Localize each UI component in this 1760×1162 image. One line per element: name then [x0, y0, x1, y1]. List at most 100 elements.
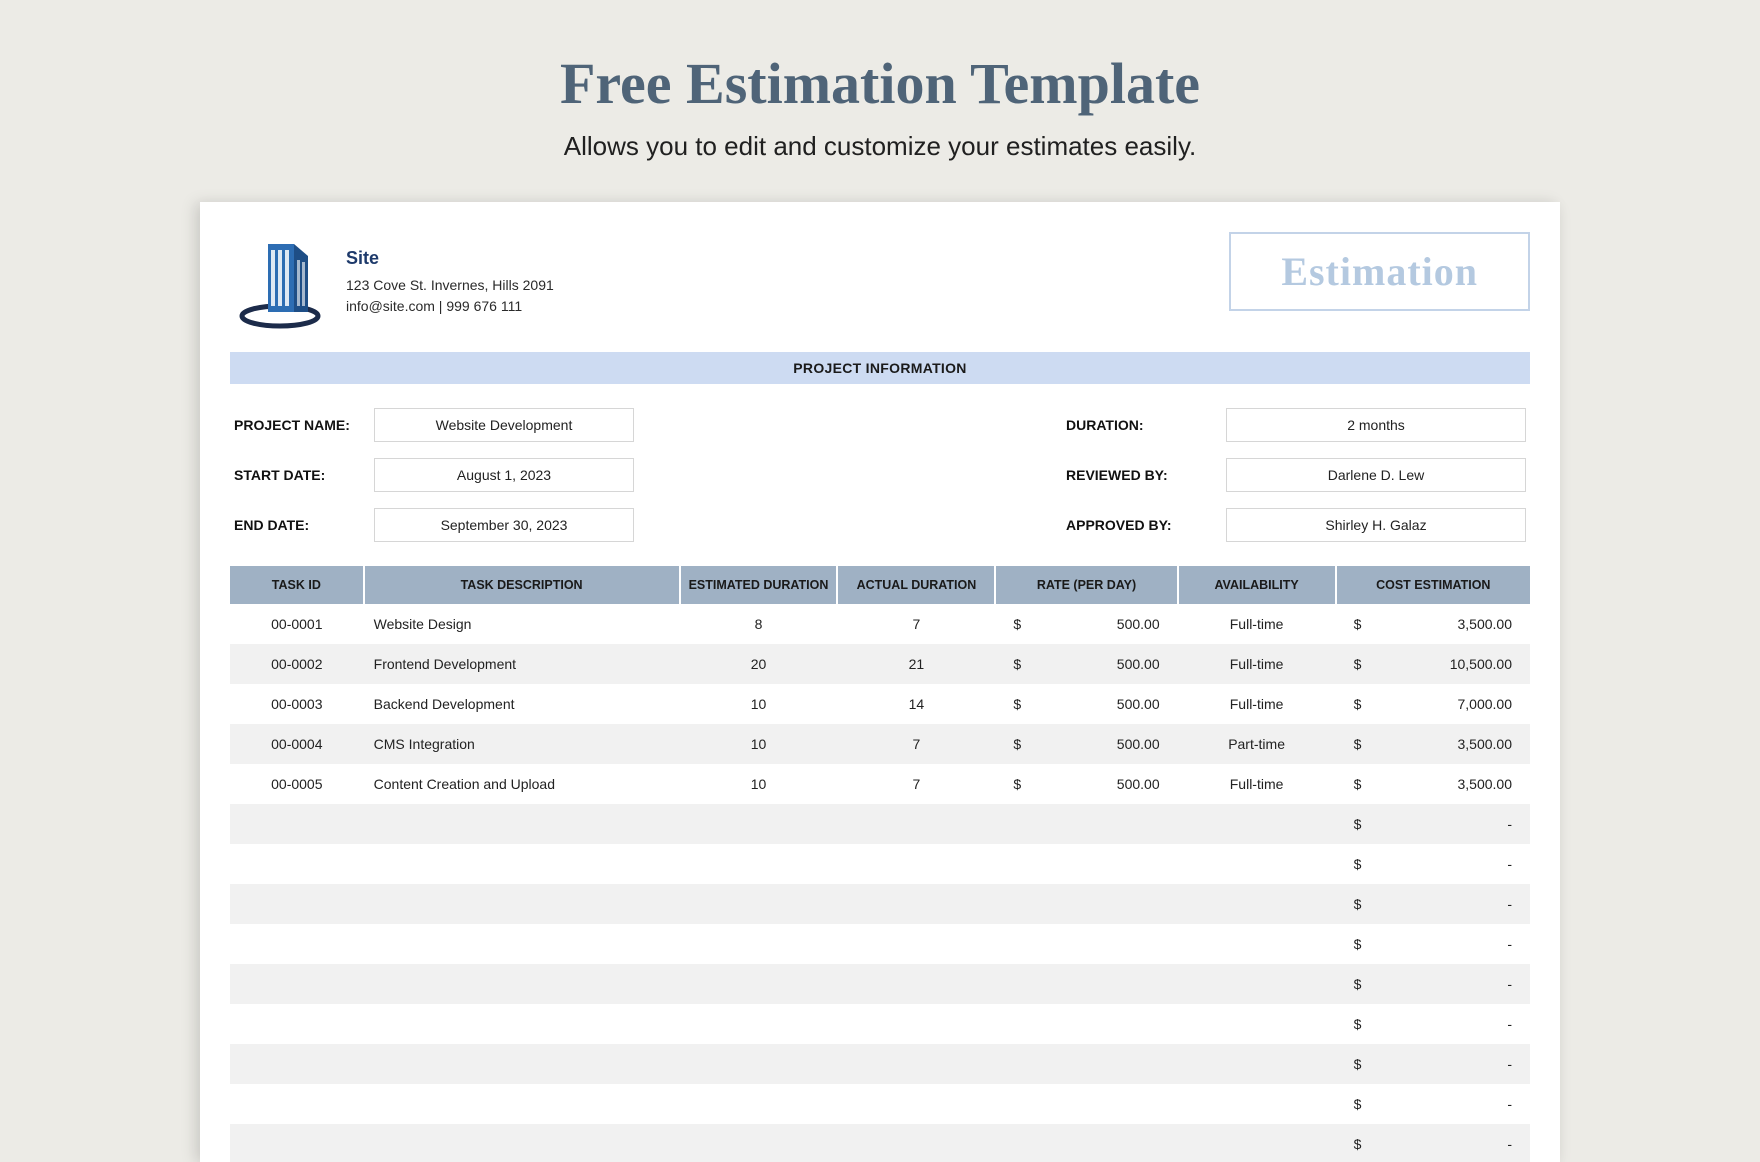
cell-empty: [680, 1044, 838, 1084]
cell-cost: $7,000.00: [1336, 684, 1530, 724]
cell-act-duration: 7: [837, 724, 995, 764]
cell-availability: Part-time: [1178, 724, 1336, 764]
tasks-table-head: TASK ID TASK DESCRIPTION ESTIMATED DURAT…: [230, 566, 1530, 604]
cell-empty: [680, 804, 838, 844]
cell-empty: [230, 884, 364, 924]
label-start-date: START DATE:: [234, 467, 374, 483]
cell-est-duration: 10: [680, 684, 838, 724]
cell-task-id: 00-0001: [230, 604, 364, 644]
cell-empty: [1178, 1044, 1336, 1084]
table-row: 00-0002Frontend Development2021$500.00Fu…: [230, 644, 1530, 684]
cell-empty: [995, 804, 1177, 844]
table-row: $-: [230, 964, 1530, 1004]
cell-task-id: 00-0005: [230, 764, 364, 804]
company-block: Site 123 Cove St. Invernes, Hills 2091 i…: [230, 232, 554, 332]
field-approved-by[interactable]: Shirley H. Galaz: [1226, 508, 1526, 542]
cell-task-desc: Frontend Development: [364, 644, 680, 684]
field-project-name[interactable]: Website Development: [374, 408, 634, 442]
cell-empty: [680, 1124, 838, 1162]
cell-task-desc: Content Creation and Upload: [364, 764, 680, 804]
cell-empty: [364, 1084, 680, 1124]
cell-est-duration: 10: [680, 764, 838, 804]
field-start-date[interactable]: August 1, 2023: [374, 458, 634, 492]
field-duration[interactable]: 2 months: [1226, 408, 1526, 442]
table-row: 00-0004CMS Integration107$500.00Part-tim…: [230, 724, 1530, 764]
label-end-date: END DATE:: [234, 517, 374, 533]
tasks-table: TASK ID TASK DESCRIPTION ESTIMATED DURAT…: [230, 566, 1530, 1162]
cell-rate: $500.00: [995, 764, 1177, 804]
cell-rate: $500.00: [995, 604, 1177, 644]
company-address: 123 Cove St. Invernes, Hills 2091: [346, 275, 554, 296]
table-row: $-: [230, 1084, 1530, 1124]
cell-empty: [995, 884, 1177, 924]
cell-empty: [995, 1084, 1177, 1124]
cell-empty: [364, 884, 680, 924]
cell-est-duration: 20: [680, 644, 838, 684]
cell-empty: [364, 1044, 680, 1084]
cell-empty: [680, 924, 838, 964]
cell-rate: $500.00: [995, 644, 1177, 684]
cell-rate: $500.00: [995, 684, 1177, 724]
cell-empty: $-: [1336, 1004, 1530, 1044]
col-availability: AVAILABILITY: [1178, 566, 1336, 604]
cell-empty: $-: [1336, 844, 1530, 884]
table-row: 00-0001Website Design87$500.00Full-time$…: [230, 604, 1530, 644]
cell-empty: [837, 924, 995, 964]
cell-task-id: 00-0002: [230, 644, 364, 684]
cell-empty: [230, 924, 364, 964]
cell-empty: [995, 964, 1177, 1004]
cell-empty: [995, 1124, 1177, 1162]
cell-empty: [1178, 884, 1336, 924]
project-info-bar: PROJECT INFORMATION: [230, 352, 1530, 384]
cell-empty: [995, 1004, 1177, 1044]
company-contact: info@site.com | 999 676 111: [346, 296, 554, 317]
company-name: Site: [346, 248, 554, 269]
table-row: $-: [230, 1004, 1530, 1044]
cell-task-desc: CMS Integration: [364, 724, 680, 764]
field-end-date[interactable]: September 30, 2023: [374, 508, 634, 542]
table-row: $-: [230, 884, 1530, 924]
col-act-duration: ACTUAL DURATION: [837, 566, 995, 604]
cell-task-id: 00-0004: [230, 724, 364, 764]
cell-act-duration: 7: [837, 764, 995, 804]
cell-empty: [995, 1044, 1177, 1084]
cell-empty: [680, 884, 838, 924]
cell-empty: [230, 964, 364, 1004]
cell-empty: [837, 884, 995, 924]
col-est-duration: ESTIMATED DURATION: [680, 566, 838, 604]
label-duration: DURATION:: [1066, 417, 1226, 433]
page-title: Free Estimation Template: [0, 0, 1760, 117]
cell-empty: [837, 964, 995, 1004]
label-approved-by: APPROVED BY:: [1066, 517, 1226, 533]
label-project-name: PROJECT NAME:: [234, 417, 374, 433]
cell-empty: [1178, 1084, 1336, 1124]
field-reviewed-by[interactable]: Darlene D. Lew: [1226, 458, 1526, 492]
table-row: 00-0003Backend Development1014$500.00Ful…: [230, 684, 1530, 724]
col-task-id: TASK ID: [230, 566, 364, 604]
cell-empty: [1178, 804, 1336, 844]
cell-empty: $-: [1336, 1084, 1530, 1124]
cell-empty: $-: [1336, 924, 1530, 964]
building-logo-icon: [230, 232, 330, 332]
cell-empty: [995, 924, 1177, 964]
tasks-table-body: 00-0001Website Design87$500.00Full-time$…: [230, 604, 1530, 1162]
document-header: Site 123 Cove St. Invernes, Hills 2091 i…: [230, 232, 1530, 352]
cell-empty: [364, 924, 680, 964]
cell-cost: $10,500.00: [1336, 644, 1530, 684]
cell-empty: [837, 1084, 995, 1124]
cell-empty: [1178, 844, 1336, 884]
cell-empty: [837, 1004, 995, 1044]
cell-availability: Full-time: [1178, 644, 1336, 684]
cell-rate: $500.00: [995, 724, 1177, 764]
cell-empty: [1178, 924, 1336, 964]
cell-empty: [1178, 964, 1336, 1004]
cell-empty: [230, 844, 364, 884]
cell-task-desc: Website Design: [364, 604, 680, 644]
table-row: 00-0005Content Creation and Upload107$50…: [230, 764, 1530, 804]
table-row: $-: [230, 844, 1530, 884]
cell-empty: [680, 1004, 838, 1044]
cell-empty: [995, 844, 1177, 884]
col-rate: RATE (PER DAY): [995, 566, 1177, 604]
cell-empty: [364, 964, 680, 1004]
cell-availability: Full-time: [1178, 604, 1336, 644]
